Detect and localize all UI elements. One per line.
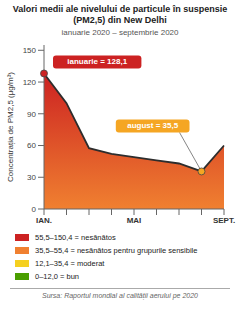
html-text:55,5–150,4 = nesănătos: 55,5–150,4 = nesănătos: [35, 233, 116, 242]
html-text:ianuarie 2020 – septembrie 202: ianuarie 2020 – septembrie 2020: [61, 28, 179, 37]
html-text:12,1–35,4 = moderat: 12,1–35,4 = moderat: [35, 259, 105, 268]
svg-text:SEPT.: SEPT.: [213, 216, 235, 225]
svg-text:60: 60: [27, 141, 36, 150]
html-text:Valori medii ale nivelului de: Valori medii ale nivelului de particule …: [12, 4, 228, 25]
svg-text:120: 120: [23, 78, 37, 87]
svg-text:IAN.: IAN.: [36, 216, 52, 225]
html-text:0–12,0 = bun: 0–12,0 = bun: [35, 272, 79, 281]
svg-text:august = 35,5: august = 35,5: [127, 121, 178, 130]
svg-text:Concentrația de PM2,5 (μg/m³): Concentrația de PM2,5 (μg/m³): [6, 72, 15, 182]
svg-text:90: 90: [27, 110, 36, 119]
svg-text:0: 0: [32, 205, 37, 214]
html-text:Sursa: Raportul mondial al cal: Sursa: Raportul mondial al calității aer…: [42, 292, 198, 299]
html-text:35,5–55,4 = nesănătos pentru g: 35,5–55,4 = nesănătos pentru grupurile s…: [35, 246, 198, 255]
svg-text:MAI: MAI: [127, 216, 142, 225]
svg-text:30: 30: [27, 173, 36, 182]
svg-text:150: 150: [23, 46, 37, 55]
svg-text:ianuarie = 128,1: ianuarie = 128,1: [67, 57, 127, 66]
